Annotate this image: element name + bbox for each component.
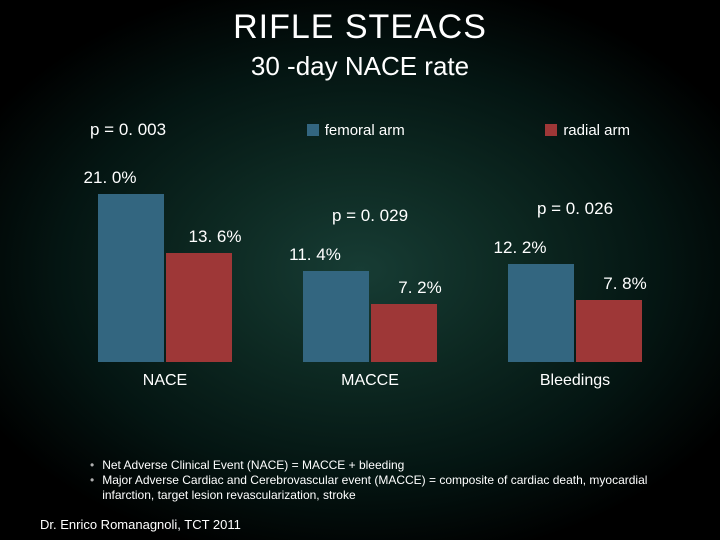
legend-swatch-femoral — [307, 124, 319, 136]
footnote-2: Major Adverse Cardiac and Cerebrovascula… — [102, 473, 675, 503]
bar-femoral — [303, 271, 369, 362]
bar-radial — [371, 304, 437, 362]
group-nace: 21. 0%13. 6%NACE — [80, 162, 250, 390]
footnote-1: Net Adverse Clinical Event (NACE) = MACC… — [102, 458, 404, 473]
category-label: Bleedings — [490, 372, 660, 390]
bar-femoral — [98, 194, 164, 362]
group-bleedings: 12. 2%7. 8%p = 0. 026Bleedings — [490, 162, 660, 390]
p-value-top: p = 0. 003 — [90, 120, 166, 140]
value-label-femoral: 21. 0% — [70, 168, 150, 188]
legend-label-radial: radial arm — [563, 122, 630, 139]
footnotes: • Net Adverse Clinical Event (NACE) = MAC… — [90, 458, 675, 503]
bullet-icon: • — [90, 473, 94, 503]
bar-radial — [166, 253, 232, 362]
bullet-icon: • — [90, 458, 94, 473]
value-label-radial: 7. 2% — [380, 278, 460, 298]
p-value-label: p = 0. 029 — [310, 206, 430, 226]
category-label: MACCE — [285, 372, 455, 390]
legend-radial: radial arm — [545, 120, 630, 140]
value-label-radial: 7. 8% — [585, 274, 665, 294]
page-subtitle: 30 -day NACE rate — [0, 51, 720, 82]
legend-femoral: femoral arm — [307, 120, 405, 140]
bar-radial — [576, 300, 642, 362]
legend-label-femoral: femoral arm — [325, 122, 405, 139]
legend-swatch-radial — [545, 124, 557, 136]
bar-chart: 21. 0%13. 6%NACE11. 4%7. 2%p = 0. 029MAC… — [60, 158, 670, 418]
group-macce: 11. 4%7. 2%p = 0. 029MACCE — [285, 162, 455, 390]
credit-line: Dr. Enrico Romanagnoli, TCT 2011 — [40, 517, 241, 532]
category-label: NACE — [80, 372, 250, 390]
value-label-femoral: 11. 4% — [275, 245, 355, 265]
bar-femoral — [508, 264, 574, 362]
p-value-label: p = 0. 026 — [515, 199, 635, 219]
page-title: RIFLE STEACS — [0, 8, 720, 47]
legend-row: p = 0. 003 femoral arm radial arm — [0, 120, 720, 140]
value-label-radial: 13. 6% — [175, 227, 255, 247]
value-label-femoral: 12. 2% — [480, 238, 560, 258]
